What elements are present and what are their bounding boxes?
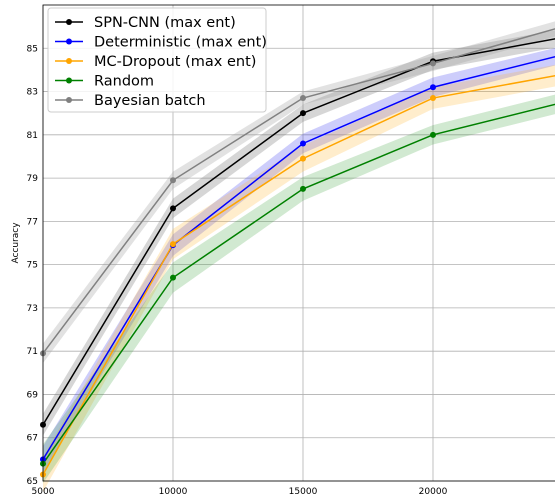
legend-label: MC-Dropout (max ent) — [94, 54, 256, 70]
plot-frame — [42, 4, 555, 482]
x-axis-ticks: 5000 10000 15000 20000 — [32, 487, 448, 497]
data-point — [300, 140, 306, 147]
y-tick-label: 77 — [27, 217, 38, 227]
series-line — [42, 74, 555, 475]
x-tick-label: 10000 — [159, 487, 188, 497]
legend-label: Random — [94, 74, 154, 90]
data-point — [170, 274, 176, 281]
data-point — [430, 84, 436, 91]
legend-marker — [66, 97, 72, 103]
data-point — [170, 177, 176, 184]
legend-marker — [66, 77, 72, 84]
legend-label: Deterministic (max ent) — [94, 35, 267, 51]
y-tick-label: 85 — [27, 44, 38, 54]
y-tick-label: 81 — [27, 131, 38, 141]
legend-marker — [66, 19, 72, 25]
y-axis-ticks: 65 67 69 71 73 75 77 79 81 83 85 — [27, 44, 39, 487]
legend-label: SPN-CNN (max ent) — [94, 15, 236, 31]
data-point — [430, 95, 436, 102]
confidence-band — [43, 64, 555, 492]
data-point — [430, 60, 436, 67]
confidence-band — [43, 30, 555, 436]
data-point — [300, 155, 306, 162]
y-axis-title: Accuracy — [11, 222, 21, 264]
x-tick-label: 5000 — [32, 487, 55, 497]
x-tick-label: 20000 — [419, 487, 448, 497]
legend-label: Bayesian batch — [94, 93, 206, 109]
data-point — [170, 205, 176, 212]
data-point — [300, 95, 306, 102]
y-tick-label: 67 — [27, 434, 38, 444]
y-tick-label: 75 — [27, 261, 38, 271]
y-tick-label: 65 — [27, 477, 38, 487]
legend-marker — [66, 38, 72, 45]
series-points — [40, 58, 436, 478]
y-tick-label: 71 — [27, 347, 38, 357]
y-tick-label: 79 — [27, 174, 39, 184]
y-tick-label: 73 — [27, 304, 38, 314]
legend-box — [47, 7, 267, 113]
legend: SPN-CNN (max ent) Deterministic (max ent)… — [47, 7, 267, 113]
y-tick-label: 69 — [27, 390, 39, 400]
data-point — [300, 185, 306, 192]
confidence-bands — [43, 21, 555, 492]
legend-marker — [66, 58, 72, 64]
x-tick-label: 15000 — [289, 487, 318, 497]
y-tick-label: 83 — [27, 88, 38, 98]
data-point — [170, 241, 176, 248]
data-point — [430, 131, 436, 138]
data-point — [300, 110, 306, 117]
